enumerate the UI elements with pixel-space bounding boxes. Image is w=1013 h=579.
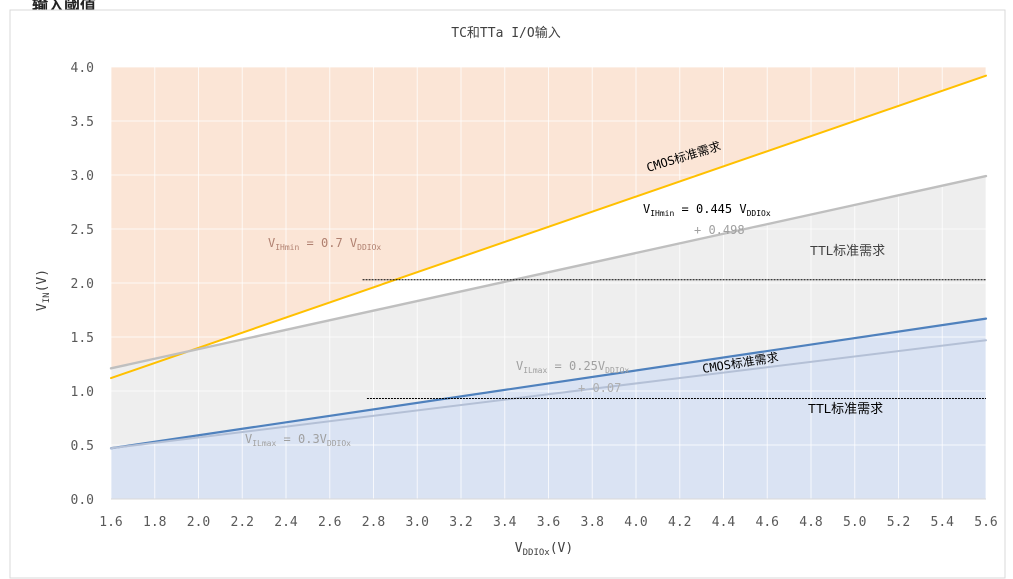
series-line-1 bbox=[110, 74, 987, 380]
x-tick-label: 3.2 bbox=[449, 515, 472, 530]
x-axis-label: VDDIOx(V) bbox=[515, 541, 573, 558]
vilmax-ttl-formula: VILmax = 0.3VDDIOx bbox=[245, 432, 351, 448]
x-tick-label: 3.0 bbox=[406, 515, 429, 530]
x-tick-label: 5.0 bbox=[843, 515, 866, 530]
x-tick-label: 5.2 bbox=[887, 515, 910, 530]
series-line-4 bbox=[110, 339, 987, 450]
series-lines bbox=[109, 74, 988, 450]
x-tick-label: 1.8 bbox=[143, 515, 166, 530]
y-tick-label: 4.0 bbox=[71, 61, 94, 76]
x-tick-labels: 1.6 1.8 2.0 2.2 2.4 2.6 2.8 3.0 3.2 3.4 3.6 3.8 4.0 4… bbox=[99, 515, 997, 530]
x-tick-label: 4.0 bbox=[624, 515, 647, 530]
series-line-3 bbox=[109, 317, 988, 450]
x-tick-label: 2.6 bbox=[318, 515, 341, 530]
vilmax-cmos-formula-line2: + 0.07 bbox=[578, 381, 621, 395]
ttl-high-label: TTL标准需求 bbox=[810, 243, 885, 258]
x-tick-label: 3.4 bbox=[493, 515, 517, 530]
y-tick-label: 1.5 bbox=[71, 331, 94, 346]
vihmin-cmos-formula: VIHmin = 0.7 VDDIOx bbox=[268, 236, 381, 252]
y-tick-label: 3.5 bbox=[71, 115, 94, 130]
x-tick-label: 4.2 bbox=[668, 515, 691, 530]
x-tick-label: 5.4 bbox=[931, 515, 955, 530]
y-tick-label: 1.0 bbox=[71, 385, 94, 400]
x-tick-label: 4.4 bbox=[712, 515, 736, 530]
y-tick-label: 0.5 bbox=[71, 439, 94, 454]
x-tick-label: 3.8 bbox=[581, 515, 604, 530]
series-line-2 bbox=[109, 174, 988, 370]
vihmin-ttl-formula-line2: + 0.498 bbox=[694, 223, 745, 237]
x-tick-label: 4.8 bbox=[799, 515, 822, 530]
y-tick-labels: 0.0 0.5 1.0 1.5 2.0 2.5 3.0 3.5 4.0 bbox=[71, 61, 94, 508]
x-tick-label: 4.6 bbox=[756, 515, 779, 530]
x-tick-label: 2.2 bbox=[231, 515, 254, 530]
y-axis-label: VIN(V) bbox=[35, 269, 52, 311]
reference-lines bbox=[362, 279, 986, 400]
x-tick-label: 5.6 bbox=[974, 515, 997, 530]
chart-title: TC和TTa I/O输入 bbox=[451, 25, 560, 41]
y-tick-label: 2.5 bbox=[71, 223, 94, 238]
vihmin-ttl-formula: VIHmin = 0.445 VDDIOx bbox=[643, 202, 771, 218]
x-tick-label: 2.4 bbox=[274, 515, 298, 530]
vilmax-cmos-formula: VILmax = 0.25VDDIOx bbox=[516, 359, 629, 375]
ttl-low-label: TTL标准需求 bbox=[808, 401, 883, 416]
y-tick-label: 3.0 bbox=[71, 169, 94, 184]
x-tick-label: 3.6 bbox=[537, 515, 560, 530]
x-tick-label: 2.8 bbox=[362, 515, 385, 530]
x-tick-label: 2.0 bbox=[187, 515, 210, 530]
y-tick-label: 0.0 bbox=[71, 493, 94, 508]
y-tick-label: 2.0 bbox=[71, 277, 94, 292]
x-tick-label: 1.6 bbox=[99, 515, 122, 530]
grid-lines bbox=[110, 66, 987, 500]
